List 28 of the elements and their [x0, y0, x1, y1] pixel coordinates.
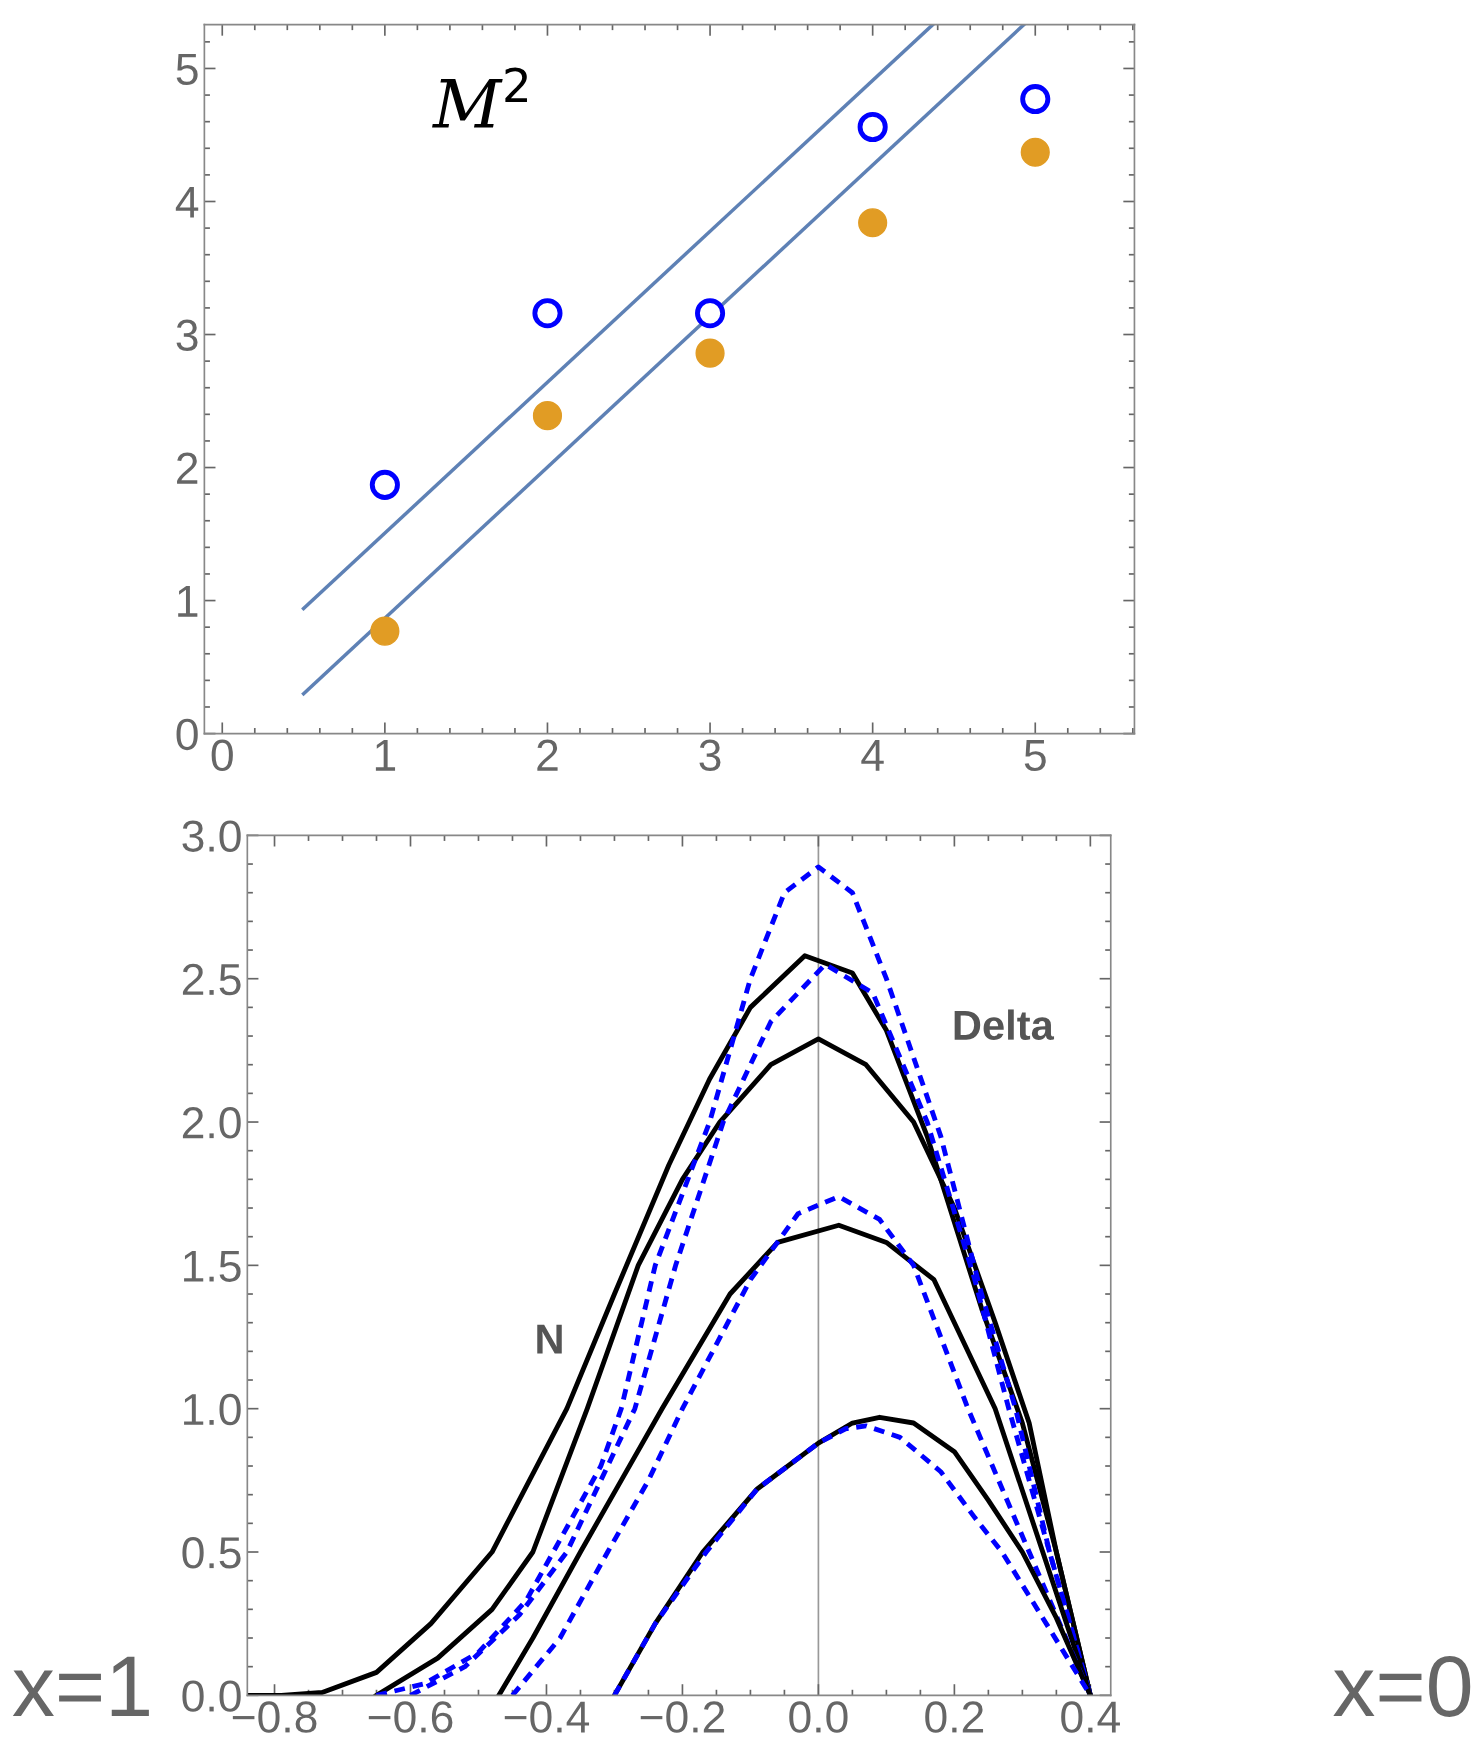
x-tick-label: −0.6 [368, 1701, 453, 1733]
y-tick-label: 3 [176, 319, 198, 352]
text: x=1 [12, 1656, 149, 1717]
x-tick-label: 2 [537, 739, 558, 771]
x-tick-label: −0.2 [640, 1701, 725, 1733]
x-tick-label: 0.2 [925, 1701, 984, 1733]
x-tick-label: 3 [699, 739, 721, 772]
annotation: Delta [954, 1009, 1055, 1041]
y-tick-label: 2.5 [182, 963, 241, 996]
y-tick-label: 0.5 [182, 1537, 241, 1569]
x-tick-label: 5 [1024, 740, 1046, 772]
x-tick-label: −0.4 [504, 1701, 590, 1733]
y-tick-label: 1.0 [184, 1393, 241, 1426]
annotation: M$^{2}$ [432, 67, 527, 128]
x-tick-label: 0.4 [1061, 1701, 1120, 1733]
y-tick-label: 2 [177, 452, 198, 484]
y-tick-label: 2.0 [182, 1107, 241, 1139]
y-tick-label: 0 [176, 718, 198, 751]
annotation: N [537, 1324, 562, 1354]
text: x=0 [1333, 1655, 1471, 1717]
y-tick-label: 4 [175, 187, 199, 218]
y-tick-label: 5 [176, 54, 198, 86]
x-tick-label: 4 [861, 740, 884, 771]
y-tick-label: 3.0 [182, 820, 241, 852]
y-tick-label: 1 [178, 586, 198, 617]
y-tick-label: 1.5 [184, 1250, 241, 1282]
x-tick-label: 1 [375, 740, 396, 771]
x-tick-label: 0.0 [789, 1701, 848, 1733]
